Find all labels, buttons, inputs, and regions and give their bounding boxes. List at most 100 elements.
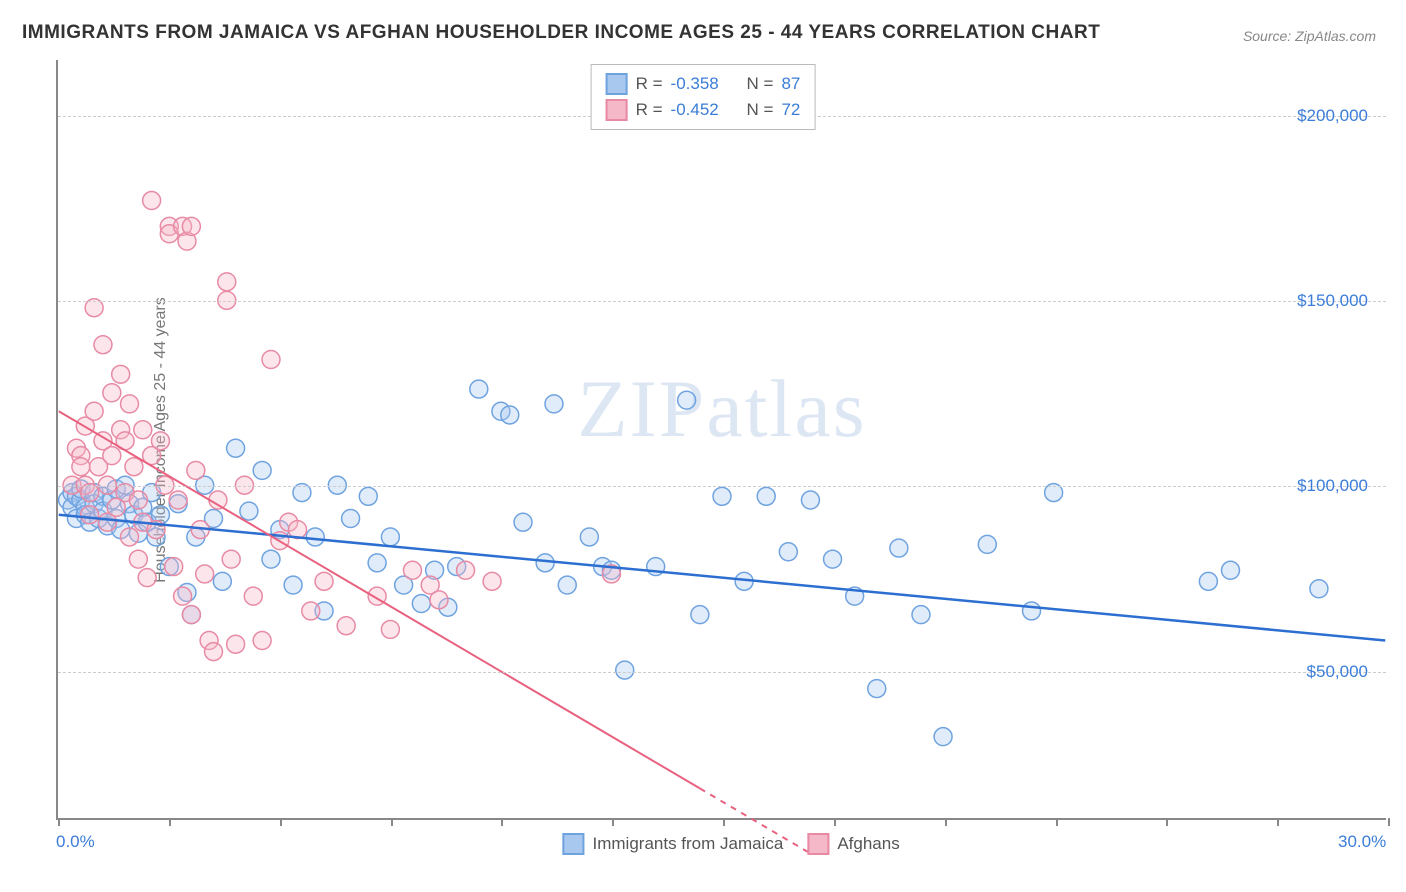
- legend-swatch: [807, 833, 829, 855]
- x-tick: [58, 818, 60, 826]
- scatter-point: [240, 502, 258, 520]
- y-tick-label: $50,000: [1307, 662, 1368, 682]
- x-tick: [169, 818, 171, 826]
- legend-correlation: R = -0.358 N = 87 R = -0.452 N = 72: [591, 64, 816, 130]
- scatter-point: [222, 550, 240, 568]
- scatter-point: [368, 554, 386, 572]
- y-tick-label: $150,000: [1297, 291, 1368, 311]
- legend-r-label: R =: [636, 100, 663, 120]
- gridline-h: [58, 486, 1386, 487]
- scatter-point: [134, 421, 152, 439]
- scatter-point: [1023, 602, 1041, 620]
- gridline-h: [58, 301, 1386, 302]
- legend-n-label: N =: [747, 100, 774, 120]
- scatter-point: [306, 528, 324, 546]
- legend-series-label: Immigrants from Jamaica: [593, 834, 784, 854]
- scatter-point: [801, 491, 819, 509]
- scatter-point: [545, 395, 563, 413]
- scatter-point: [253, 461, 271, 479]
- x-tick: [391, 818, 393, 826]
- scatter-point: [757, 487, 775, 505]
- scatter-point: [1222, 561, 1240, 579]
- scatter-point: [81, 506, 99, 524]
- y-tick-label: $100,000: [1297, 476, 1368, 496]
- legend-series-item: Afghans: [807, 833, 899, 855]
- scatter-point: [227, 635, 245, 653]
- scatter-point: [483, 572, 501, 590]
- scatter-point: [103, 447, 121, 465]
- scatter-point: [129, 491, 147, 509]
- scatter-point: [868, 680, 886, 698]
- scatter-point: [165, 558, 183, 576]
- x-tick: [1277, 818, 1279, 826]
- trend-line: [59, 411, 700, 788]
- scatter-point: [691, 606, 709, 624]
- scatter-point: [978, 535, 996, 553]
- scatter-point: [174, 587, 192, 605]
- scatter-point: [381, 620, 399, 638]
- legend-series-item: Immigrants from Jamaica: [563, 833, 784, 855]
- legend-n-value: 87: [781, 74, 800, 94]
- trend-line: [59, 515, 1386, 641]
- x-tick: [834, 818, 836, 826]
- scatter-point: [182, 217, 200, 235]
- x-tick: [1388, 818, 1390, 826]
- scatter-point: [912, 606, 930, 624]
- scatter-point: [713, 487, 731, 505]
- scatter-point: [112, 365, 130, 383]
- legend-row: R = -0.358 N = 87: [606, 71, 801, 97]
- gridline-h: [58, 672, 1386, 673]
- scatter-point: [381, 528, 399, 546]
- legend-swatch: [606, 73, 628, 95]
- scatter-point: [125, 458, 143, 476]
- scatter-point: [470, 380, 488, 398]
- scatter-point: [457, 561, 475, 579]
- legend-r-label: R =: [636, 74, 663, 94]
- scatter-point: [404, 561, 422, 579]
- legend-r-value: -0.358: [671, 74, 729, 94]
- x-tick-label: 0.0%: [56, 832, 95, 852]
- scatter-point: [430, 591, 448, 609]
- legend-row: R = -0.452 N = 72: [606, 97, 801, 123]
- scatter-point: [138, 569, 156, 587]
- source-text: Source: ZipAtlas.com: [1243, 28, 1376, 44]
- scatter-point: [779, 543, 797, 561]
- scatter-point: [94, 336, 112, 354]
- scatter-point: [337, 617, 355, 635]
- scatter-point: [558, 576, 576, 594]
- scatter-point: [209, 491, 227, 509]
- scatter-point: [580, 528, 598, 546]
- x-tick: [1166, 818, 1168, 826]
- scatter-point: [328, 476, 346, 494]
- scatter-point: [151, 432, 169, 450]
- scatter-point: [129, 550, 147, 568]
- scatter-point: [227, 439, 245, 457]
- scatter-point: [169, 491, 187, 509]
- scatter-point: [302, 602, 320, 620]
- scatter-point: [85, 402, 103, 420]
- scatter-point: [253, 632, 271, 650]
- x-tick-label: 30.0%: [1338, 832, 1386, 852]
- scatter-point: [342, 510, 360, 528]
- scatter-point: [536, 554, 554, 572]
- legend-swatch: [563, 833, 585, 855]
- scatter-point: [934, 728, 952, 746]
- scatter-point: [824, 550, 842, 568]
- scatter-point: [235, 476, 253, 494]
- scatter-point: [514, 513, 532, 531]
- legend-n-label: N =: [747, 74, 774, 94]
- plot-svg: [58, 60, 1386, 818]
- legend-n-value: 72: [781, 100, 800, 120]
- y-tick-label: $200,000: [1297, 106, 1368, 126]
- x-tick: [612, 818, 614, 826]
- scatter-point: [315, 572, 333, 590]
- x-tick: [1056, 818, 1058, 826]
- legend-series-label: Afghans: [837, 834, 899, 854]
- plot-area: ZIPatlas $50,000$100,000$150,000$200,000: [56, 60, 1386, 820]
- chart-title: IMMIGRANTS FROM JAMAICA VS AFGHAN HOUSEH…: [22, 22, 1100, 44]
- scatter-point: [156, 476, 174, 494]
- scatter-point: [501, 406, 519, 424]
- scatter-point: [359, 487, 377, 505]
- scatter-point: [103, 384, 121, 402]
- scatter-point: [890, 539, 908, 557]
